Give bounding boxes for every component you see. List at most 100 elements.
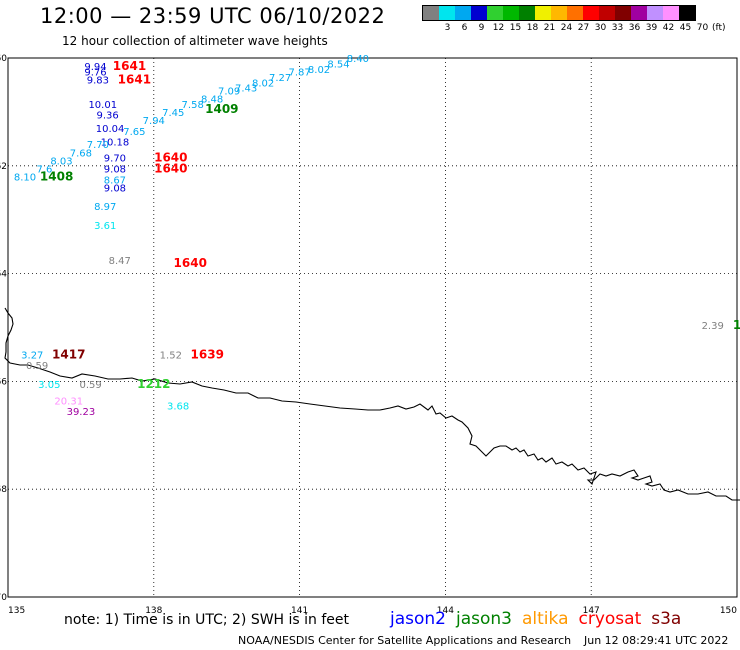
satellite-name: jason3 xyxy=(456,609,512,629)
legend-unit: (ft) xyxy=(712,23,726,33)
legend-swatch xyxy=(487,6,503,20)
latitude-tick-label: -68 xyxy=(0,485,7,495)
legend-swatch xyxy=(663,6,679,20)
wave-height-label: 7.94 xyxy=(143,116,165,127)
legend-swatch xyxy=(551,6,567,20)
wave-height-label: 2.39 xyxy=(702,321,724,332)
satellite-name: altika xyxy=(522,609,569,629)
wave-height-label: 8.40 xyxy=(347,54,369,65)
map-border xyxy=(7,57,738,598)
wave-height-label: 9.08 xyxy=(104,164,126,175)
legend-label: 33 xyxy=(611,23,624,33)
wave-height-label: 7.87 xyxy=(288,67,310,78)
pass-time-label: 1641 xyxy=(113,59,146,73)
wave-height-label: 8.02 xyxy=(252,78,274,89)
longitude-tick-label: 141 xyxy=(291,606,308,616)
legend-swatch xyxy=(631,6,647,20)
satellite-name: cryosat xyxy=(578,609,642,629)
satellite-legend: jason2 jason3 altika cryosat s3a xyxy=(390,609,691,629)
pass-time-label: 1212 xyxy=(137,377,170,391)
wave-height-label: 8.10 xyxy=(14,173,36,184)
wave-height-label: 9.94 xyxy=(84,62,106,73)
legend-swatch xyxy=(599,6,615,20)
map-grid: 135 138 141 144 147 150 -60 -62 -64 -66 -68 -70 xyxy=(0,54,737,616)
legend-swatch xyxy=(471,6,487,20)
wave-height-label: 0.59 xyxy=(79,380,101,391)
wave-height-label: 8.02 xyxy=(308,65,330,76)
map-title: 12:00 — 23:59 UTC 06/10/2022 xyxy=(40,4,386,28)
legend-label: 9 xyxy=(478,23,485,33)
wave-height-label: 7.09 xyxy=(218,86,240,97)
color-scale-bar xyxy=(422,5,696,21)
color-scale-labels: 3 6 9 12 15 18 21 24 27 30 33 36 39 42 45 70 xyxy=(422,23,709,35)
wave-height-label: 7.65 xyxy=(123,127,145,138)
wave-height-label: 20.31 xyxy=(54,396,83,407)
legend-label: 27 xyxy=(577,23,590,33)
generation-timestamp: Jun 12 08:29:41 UTC 2022 xyxy=(584,634,729,647)
wave-height-label: 3.05 xyxy=(38,380,60,391)
longitude-tick-label: 150 xyxy=(720,606,737,616)
pass-time-label: 1640 xyxy=(154,151,187,165)
wave-height-label: 8.54 xyxy=(327,59,349,70)
legend-swatch xyxy=(567,6,583,20)
credit-line: NOAA/NESDIS Center for Satellite Applica… xyxy=(238,634,572,647)
wave-height-label: 8.03 xyxy=(50,156,72,167)
wave-height-label: 39.23 xyxy=(67,407,96,418)
longitude-tick-label: 135 xyxy=(8,606,25,616)
pass-time-label: 1417 xyxy=(52,347,85,361)
legend-swatch xyxy=(535,6,551,20)
legend-label: 45 xyxy=(679,23,692,33)
color-scale-legend: 3 6 9 12 15 18 21 24 27 30 33 36 39 42 45 70 xyxy=(422,5,709,35)
wave-height-label: 8.47 xyxy=(109,256,131,267)
latitude-tick-label: -66 xyxy=(0,377,7,387)
wave-height-label: 7.43 xyxy=(235,84,257,95)
footer-note: note: 1) Time is in UTC; 2) SWH is in fe… xyxy=(64,612,350,628)
wave-height-label: 10.18 xyxy=(101,138,130,149)
satellite-name: s3a xyxy=(651,609,682,629)
legend-label: 30 xyxy=(594,23,607,33)
wave-height-label: 9.36 xyxy=(96,111,118,122)
longitude-tick-label: 144 xyxy=(437,606,454,616)
latitude-tick-label: -70 xyxy=(0,593,7,603)
wave-height-label: 9.76 xyxy=(84,67,106,78)
wave-height-label: 7.68 xyxy=(70,148,92,159)
wave-height-label: 3.68 xyxy=(167,402,189,413)
legend-swatch xyxy=(423,6,439,20)
latitude-tick-label: -60 xyxy=(0,54,7,64)
wave-height-label: 7.70 xyxy=(87,140,109,151)
pass-time-label: 1409 xyxy=(205,102,238,116)
pass-time-label: 1640 xyxy=(154,161,187,175)
pass-time-label: 1639 xyxy=(191,347,224,361)
legend-label: 36 xyxy=(628,23,641,33)
pass-time-label: 1640 xyxy=(174,256,207,270)
latitude-tick-label: -64 xyxy=(0,270,7,280)
legend-swatch xyxy=(439,6,455,20)
coastline xyxy=(4,307,740,501)
latitude-tick-label: -62 xyxy=(0,162,7,172)
map-subtitle: 12 hour collection of altimeter wave hei… xyxy=(62,34,328,48)
map-frame xyxy=(7,57,738,598)
pass-time-label: 1641 xyxy=(118,73,151,87)
legend-label: 42 xyxy=(662,23,675,33)
pass-time-label: 1408 xyxy=(40,170,73,184)
legend-label: 39 xyxy=(645,23,658,33)
wave-height-label: 8.67 xyxy=(104,175,126,186)
wave-height-label: 9.08 xyxy=(104,183,126,194)
wave-height-label: 7.27 xyxy=(269,73,291,84)
legend-label: 18 xyxy=(526,23,539,33)
legend-label: 6 xyxy=(461,23,468,33)
legend-swatch xyxy=(519,6,535,20)
wave-height-label: 7.6 xyxy=(36,164,52,175)
pass-time-label: 1 xyxy=(733,318,740,332)
legend-label: 15 xyxy=(509,23,522,33)
legend-swatch xyxy=(503,6,519,20)
wave-height-label: 7.58 xyxy=(182,100,204,111)
wave-height-label: 8.48 xyxy=(201,94,223,105)
legend-label: 24 xyxy=(560,23,573,33)
legend-label: 3 xyxy=(444,23,451,33)
longitude-tick-label: 147 xyxy=(583,606,600,616)
legend-swatch xyxy=(583,6,599,20)
wave-height-label: 9.83 xyxy=(87,76,109,87)
